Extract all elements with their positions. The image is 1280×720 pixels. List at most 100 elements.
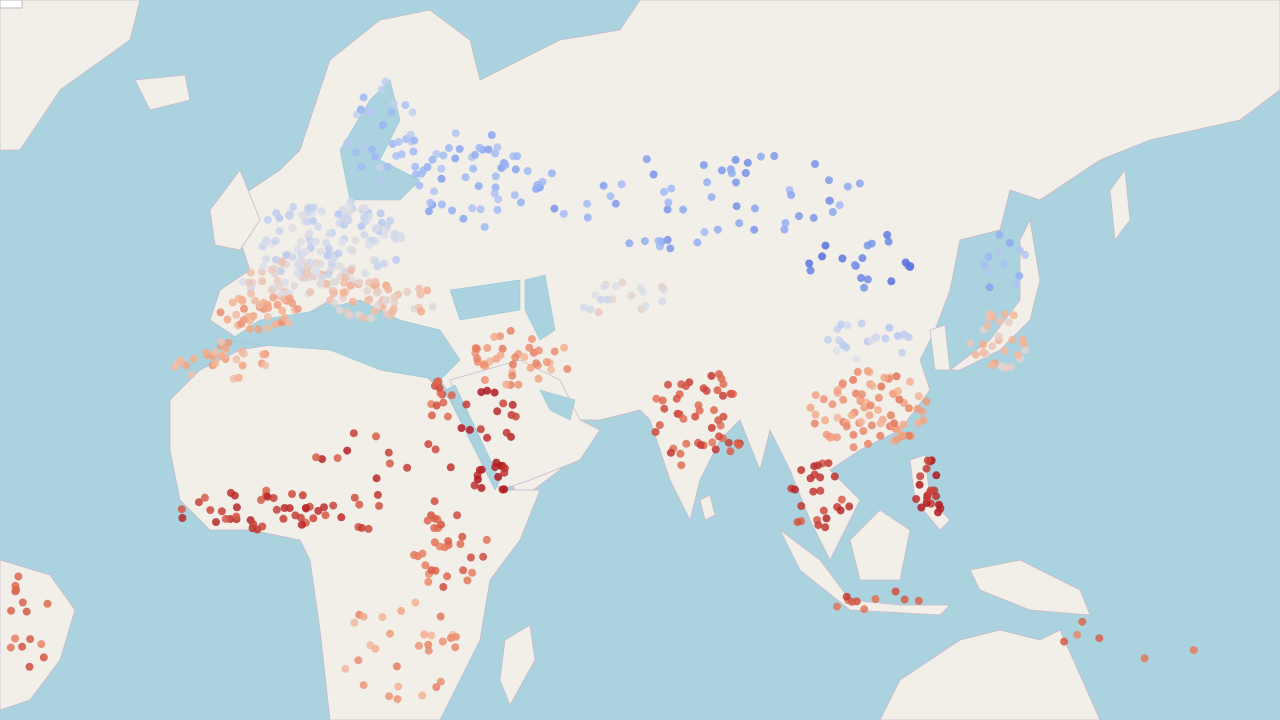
station-dot	[448, 206, 457, 215]
station-dot	[1000, 310, 1009, 319]
station-dot	[335, 306, 344, 315]
station-dot	[325, 229, 334, 238]
station-dot	[894, 387, 902, 396]
station-dot	[206, 506, 215, 515]
map-control[interactable]	[0, 0, 23, 9]
station-dot	[508, 400, 517, 409]
station-dot	[490, 189, 499, 198]
station-dot	[724, 438, 733, 447]
station-dot	[410, 551, 419, 559]
station-dot	[309, 216, 318, 225]
station-dot	[245, 325, 254, 333]
station-dot	[663, 205, 672, 214]
station-dot	[833, 413, 842, 422]
station-dot	[1005, 318, 1013, 327]
station-dot	[312, 268, 321, 277]
station-dot	[298, 491, 307, 500]
station-dot	[273, 300, 282, 309]
station-dot	[279, 514, 288, 523]
station-dot	[232, 355, 241, 364]
station-dot	[806, 474, 815, 483]
station-dot	[824, 459, 833, 468]
station-dot	[355, 500, 364, 509]
station-dot	[384, 162, 393, 171]
station-dot	[835, 336, 844, 345]
madagascar	[499, 624, 536, 706]
station-dot	[259, 350, 268, 359]
station-dot	[428, 302, 437, 311]
station-dot	[714, 416, 723, 425]
station-dot	[189, 354, 198, 363]
station-dot	[599, 181, 608, 190]
station-dot	[474, 182, 483, 191]
station-dot	[430, 497, 439, 506]
station-dot	[923, 456, 932, 465]
station-dot	[390, 293, 399, 302]
station-dot	[430, 187, 438, 196]
station-dot	[625, 239, 634, 248]
station-dot	[18, 642, 27, 651]
station-dot	[735, 219, 744, 228]
station-dot	[392, 662, 401, 671]
station-dot	[547, 365, 556, 374]
station-dot	[471, 344, 480, 353]
station-dot	[713, 386, 722, 395]
station-dot	[6, 643, 15, 652]
station-dot	[703, 178, 712, 187]
station-dot	[459, 566, 468, 575]
station-dot	[987, 361, 996, 370]
station-dot	[457, 424, 466, 433]
station-dot	[860, 605, 869, 614]
station-dot	[816, 486, 825, 495]
station-dot	[843, 182, 852, 191]
station-dot	[814, 461, 822, 470]
station-dot	[483, 344, 492, 352]
station-dot	[719, 391, 727, 400]
station-dot	[371, 152, 380, 161]
station-dot	[727, 389, 736, 398]
station-dot	[611, 199, 620, 208]
station-dot	[432, 683, 441, 692]
station-dot	[411, 170, 420, 179]
station-dot	[824, 335, 832, 344]
station-dot	[373, 262, 382, 271]
station-dot	[344, 216, 352, 225]
station-dot	[1012, 280, 1021, 288]
station-dot	[323, 251, 332, 260]
station-dot	[459, 214, 468, 223]
station-dot	[324, 244, 333, 253]
station-dot	[224, 338, 233, 347]
station-dot	[833, 433, 841, 442]
station-dot	[660, 187, 668, 196]
station-dot	[373, 223, 382, 232]
station-dot	[560, 343, 569, 352]
station-dot	[559, 209, 568, 218]
station-dot	[291, 511, 300, 520]
station-dot	[298, 248, 307, 257]
station-dot	[1021, 346, 1030, 355]
station-dot	[269, 494, 278, 502]
station-dot	[364, 524, 373, 533]
black-sea	[449, 279, 521, 321]
station-dot	[427, 411, 436, 420]
station-dot	[583, 199, 592, 208]
station-dot	[364, 107, 373, 116]
station-dot	[795, 212, 803, 221]
station-dot	[451, 643, 460, 652]
station-dot	[1015, 246, 1024, 255]
station-dot	[1000, 346, 1009, 355]
station-dot	[246, 289, 255, 298]
station-dot	[437, 174, 446, 183]
station-dot	[502, 428, 511, 437]
station-dot	[926, 487, 935, 496]
station-dot	[373, 287, 382, 296]
station-dot	[994, 247, 1003, 256]
station-dot	[849, 443, 858, 452]
station-dot	[483, 433, 492, 442]
station-dot	[390, 99, 399, 108]
station-dot	[22, 607, 31, 616]
station-dot	[666, 448, 675, 457]
station-dot	[440, 543, 449, 552]
station-dot	[301, 504, 310, 512]
station-dot	[285, 211, 294, 220]
